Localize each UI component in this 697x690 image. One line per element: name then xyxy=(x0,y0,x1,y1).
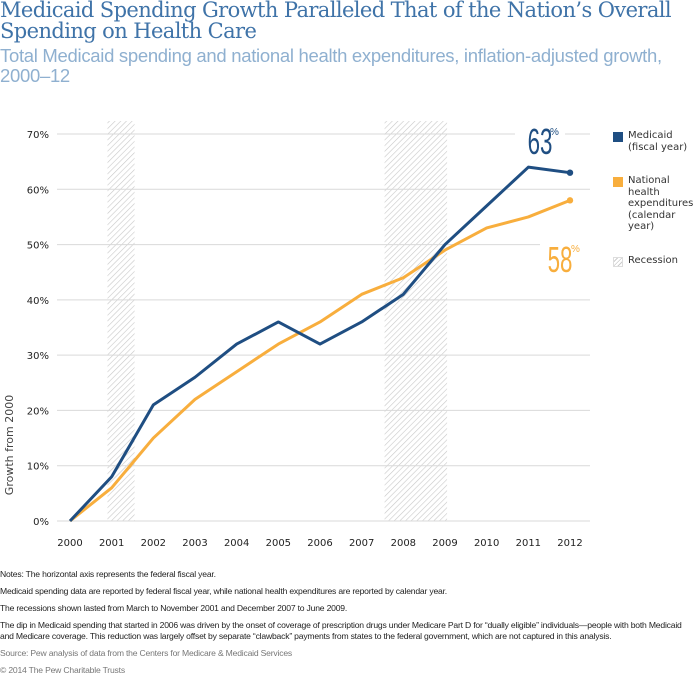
x-tick-label: 2007 xyxy=(349,538,374,549)
end-label-medicaid: 63 xyxy=(528,123,553,163)
legend-swatch-medicaid xyxy=(613,132,623,142)
recession-band xyxy=(107,121,135,521)
end-label-medicaid-suffix: % xyxy=(550,127,559,138)
y-tick-label: 10% xyxy=(27,462,49,473)
x-tick-label: 2001 xyxy=(99,538,124,549)
legend-label-nhe: National health expenditures (calendar y… xyxy=(628,175,694,232)
legend-swatch-nhe xyxy=(613,177,623,187)
x-tick-label: 2010 xyxy=(474,538,499,549)
legend: Medicaid (fiscal year) National health e… xyxy=(613,130,697,267)
legend-item-nhe: National health expenditures (calendar y… xyxy=(613,175,697,233)
recession-band xyxy=(384,121,448,521)
legend-swatch-recession xyxy=(613,256,623,267)
notes: Notes: The horizontal axis represents th… xyxy=(0,569,697,682)
chart-title: Medicaid Spending Growth Paralleled That… xyxy=(0,0,672,43)
x-tick-label: 2002 xyxy=(141,538,166,549)
note-line: The recessions shown lasted from March t… xyxy=(0,603,348,613)
y-tick-label: 60% xyxy=(27,185,49,196)
x-tick-label: 2008 xyxy=(391,538,416,549)
x-tick-label: 2009 xyxy=(432,538,457,549)
note-line: Notes: The horizontal axis represents th… xyxy=(0,569,216,579)
line-chart: 0% 10% 20% 30% 40% 50% 60% 70% 2000 2001 2002 2003… xyxy=(3,120,590,549)
end-label-nhe: 58 xyxy=(548,241,573,281)
y-axis-label: Growth from 2000 xyxy=(3,395,16,495)
x-tick-label: 2004 xyxy=(224,538,249,549)
legend-label-medicaid: Medicaid (fiscal year) xyxy=(628,130,688,153)
y-tick-label: 40% xyxy=(27,296,49,307)
y-tick-label: 0% xyxy=(33,517,49,528)
source-note: Source: Pew analysis of data from the Ce… xyxy=(0,648,293,658)
legend-item-recession: Recession xyxy=(613,255,697,267)
x-tick-label: 2012 xyxy=(557,538,582,549)
y-tick-label: 20% xyxy=(27,406,49,417)
end-label-bg xyxy=(515,120,565,156)
legend-label-recession: Recession xyxy=(628,254,678,266)
note-line: Medicaid spending data are reported by f… xyxy=(0,586,447,596)
y-tick-label: 30% xyxy=(27,351,49,362)
series-line-medicaid xyxy=(68,165,571,523)
x-tick-label: 2011 xyxy=(516,538,541,549)
x-axis-ticks: 2000 2001 2002 2003 2004 2005 2006 2007 2008 2009… xyxy=(57,538,582,549)
recession-bands xyxy=(107,121,448,521)
x-tick-label: 2000 xyxy=(57,538,82,549)
data-point-nhe xyxy=(566,197,574,204)
gridlines xyxy=(57,133,590,522)
series xyxy=(68,165,574,523)
end-label-bg xyxy=(540,232,590,272)
chart-subtitle: Total Medicaid spending and national hea… xyxy=(0,45,662,86)
legend-item-medicaid: Medicaid (fiscal year) xyxy=(613,130,697,153)
data-point-medicaid xyxy=(566,169,574,176)
end-label-nhe-suffix: % xyxy=(571,244,580,255)
note-line: The dip in Medicaid spending that starte… xyxy=(0,620,682,641)
y-axis-ticks: 0% 10% 20% 30% 40% 50% 60% 70% xyxy=(27,130,49,528)
x-tick-label: 2005 xyxy=(266,538,291,549)
y-tick-label: 50% xyxy=(27,241,49,252)
copyright: © 2014 The Pew Charitable Trusts xyxy=(0,665,125,675)
series-line-nhe xyxy=(69,198,571,523)
x-tick-label: 2006 xyxy=(307,538,332,549)
x-tick-label: 2003 xyxy=(182,538,207,549)
y-tick-label: 70% xyxy=(27,130,49,141)
end-labels: 63%58% xyxy=(515,120,590,280)
